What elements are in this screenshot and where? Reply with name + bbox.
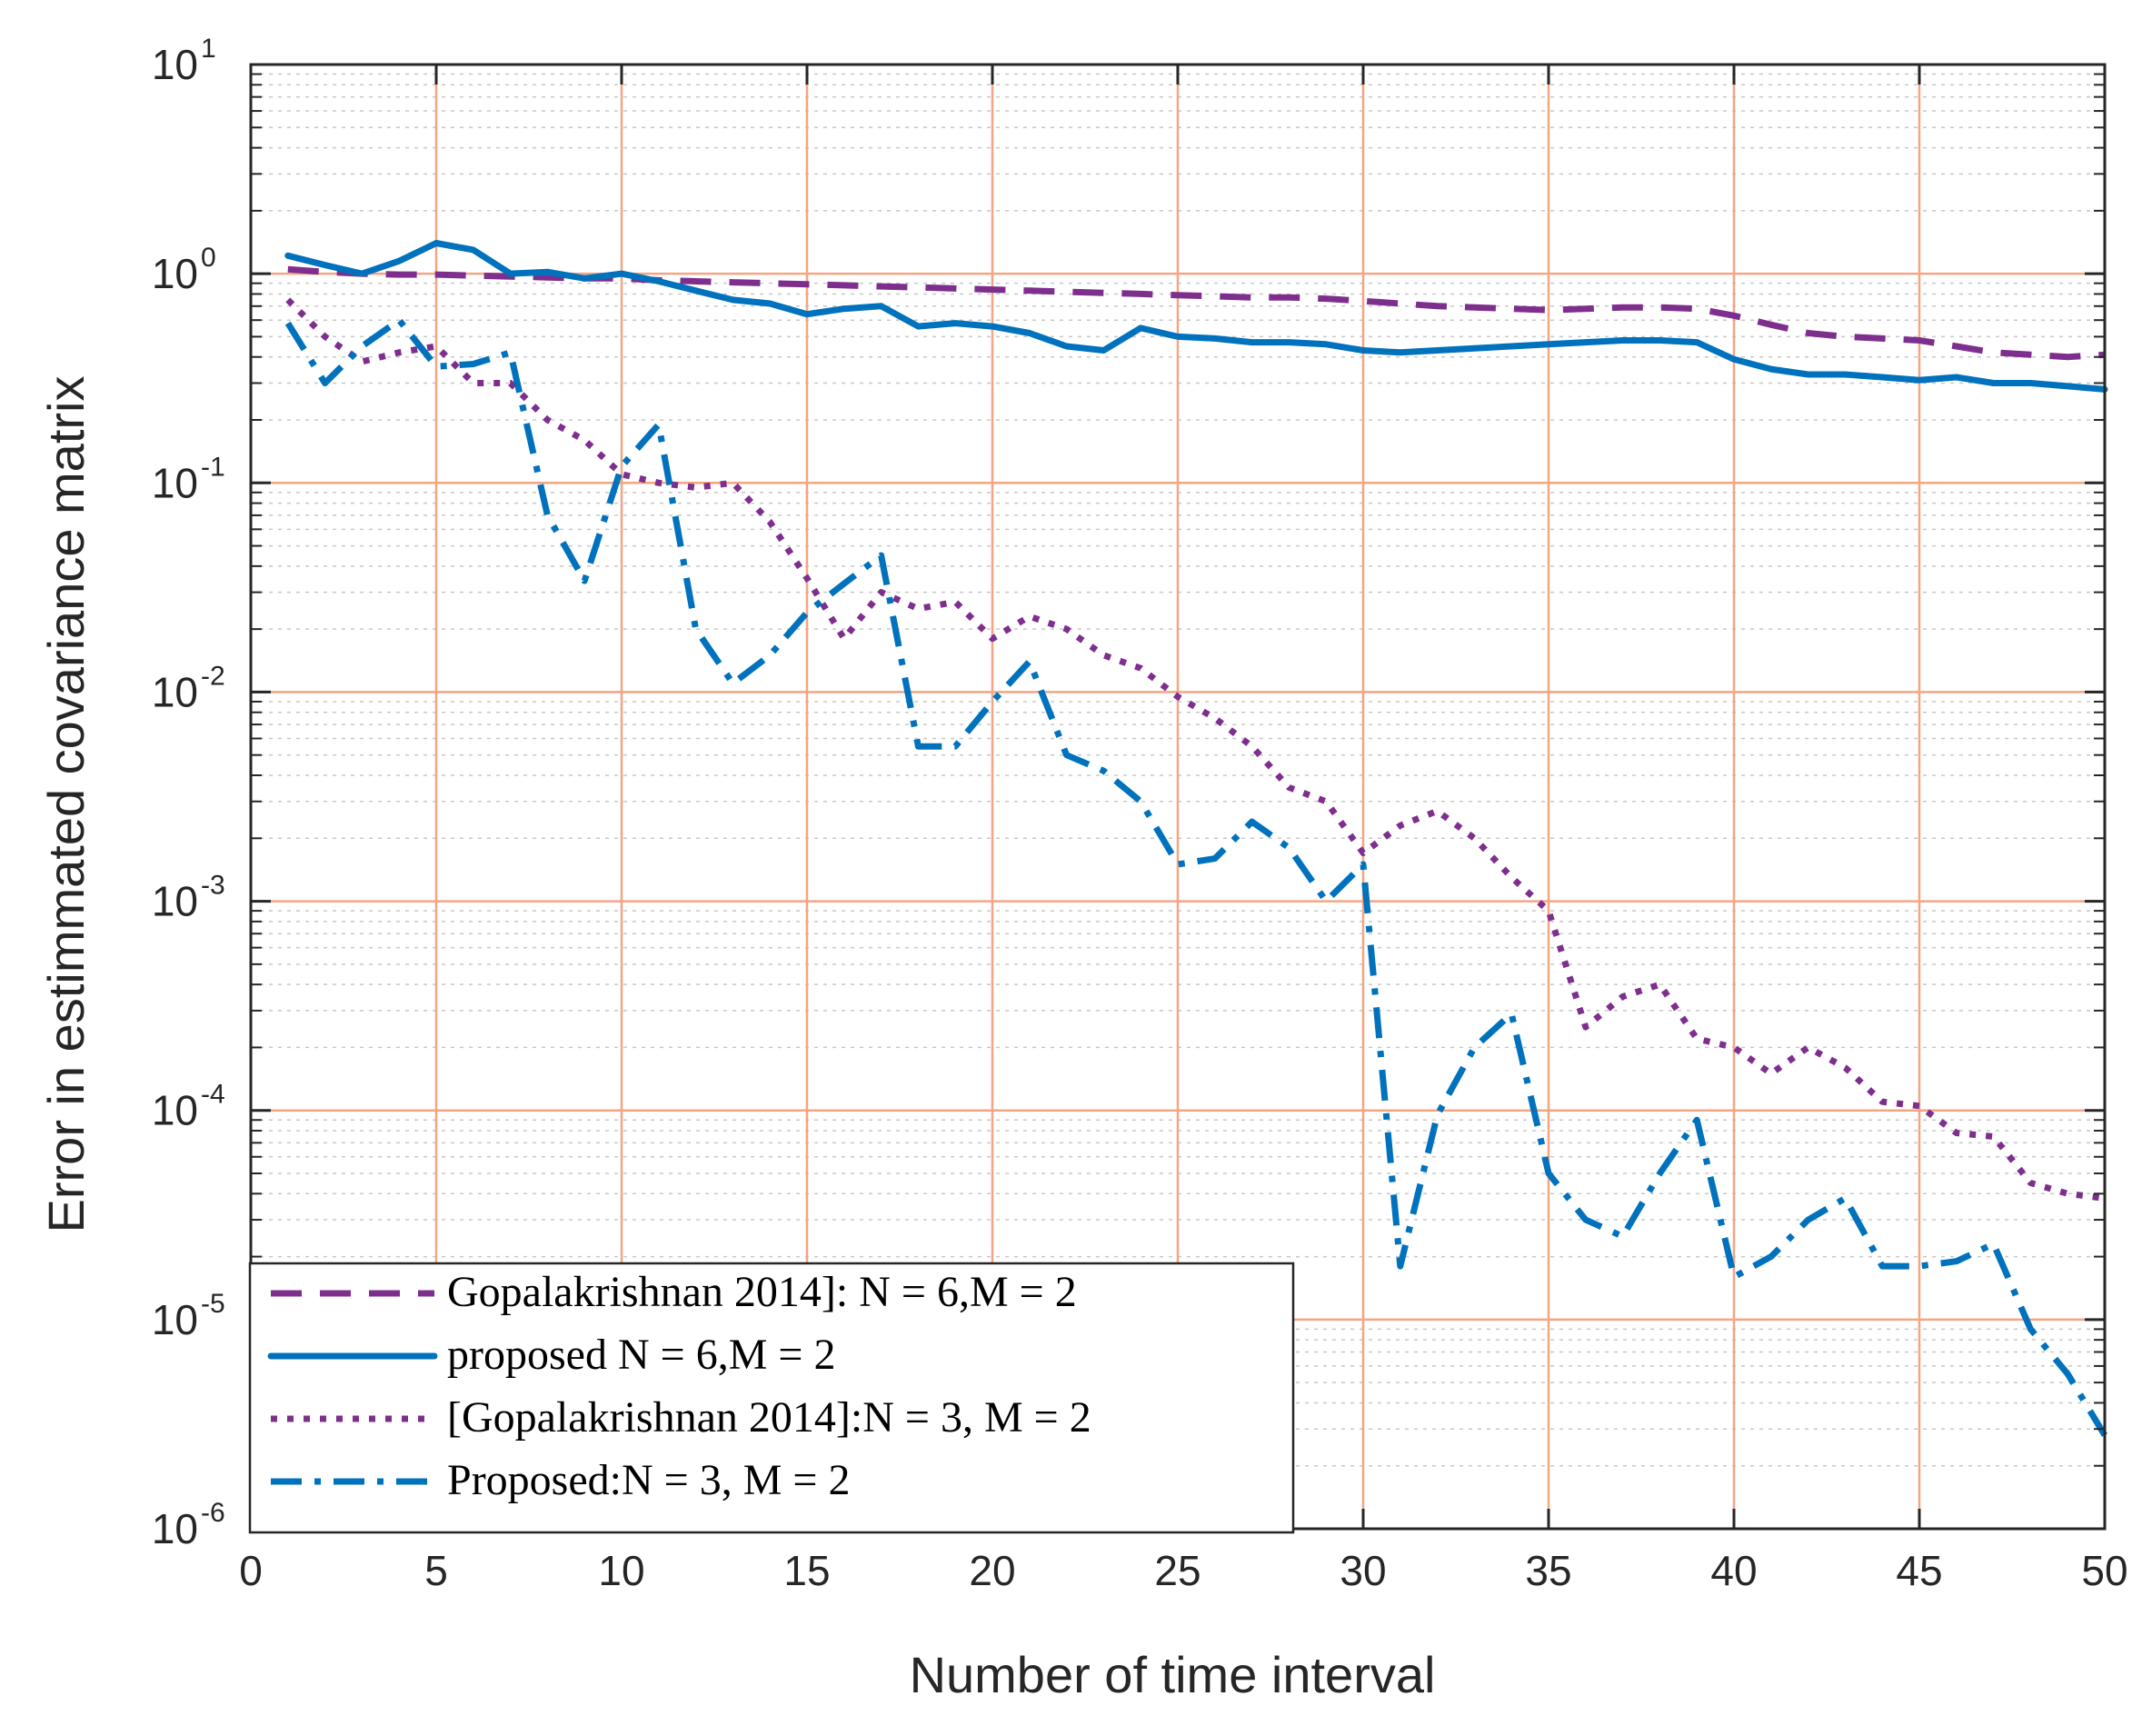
y-tick-exponent: -3 [201,871,225,901]
series-line-3 [285,297,2106,1202]
x-tick-label: 45 [1896,1547,1942,1594]
y-tick-exponent: -6 [201,1498,225,1528]
x-tick-label: 25 [1154,1547,1201,1594]
legend-label-4: Proposed:N = 3, M = 2 [447,1456,850,1504]
y-tick-label: 10 [152,668,198,715]
x-axis-label: Number of time interval [910,1646,1436,1703]
legend-label-3: [Gopalakrishnan 2014]:N = 3, M = 2 [447,1393,1091,1442]
y-tick-label: 10 [152,878,198,925]
y-tick-exponent: -4 [201,1080,225,1110]
x-tick-label: 5 [424,1547,448,1594]
legend-label-2: proposed N = 6,M = 2 [447,1331,835,1379]
x-tick-label: 20 [969,1547,1015,1594]
x-tick-labels: 0 5 10 15 20 25 30 35 40 45 50 [239,1547,2127,1594]
x-tick-label: 15 [783,1547,830,1594]
y-tick-exponent: -5 [201,1289,225,1319]
y-tick-label: 10 [152,1505,198,1552]
y-tick-label: 10 [152,250,198,297]
y-tick-label: 10 [152,1087,198,1134]
x-tick-label: 35 [1525,1547,1571,1594]
y-tick-exponent: 0 [201,243,216,273]
x-tick-label: 30 [1340,1547,1386,1594]
y-tick-exponent: -1 [201,452,225,482]
series-line-2 [284,240,2108,393]
x-tick-label: 10 [598,1547,644,1594]
x-tick-label: 50 [2081,1547,2127,1594]
legend: Gopalakrishnan 2014]: N = 6,M = 2 propose… [248,1262,1295,1534]
legend-box [248,1262,1295,1534]
x-tick-label: 0 [239,1547,263,1594]
y-tick-label: 10 [152,41,198,88]
y-tick-label: 10 [152,1296,198,1343]
y-tick-label: 10 [152,459,198,506]
x-tick-label: 40 [1710,1547,1757,1594]
legend-label-1: Gopalakrishnan 2014]: N = 6,M = 2 [447,1268,1077,1316]
series-layer [284,240,2108,1437]
y-axis-label: Error in estimmated covariance matrix [37,376,95,1233]
series-line-4 [284,316,2107,1437]
y-tick-exponent: -2 [201,661,225,691]
y-tick-exponent: 1 [201,34,216,64]
